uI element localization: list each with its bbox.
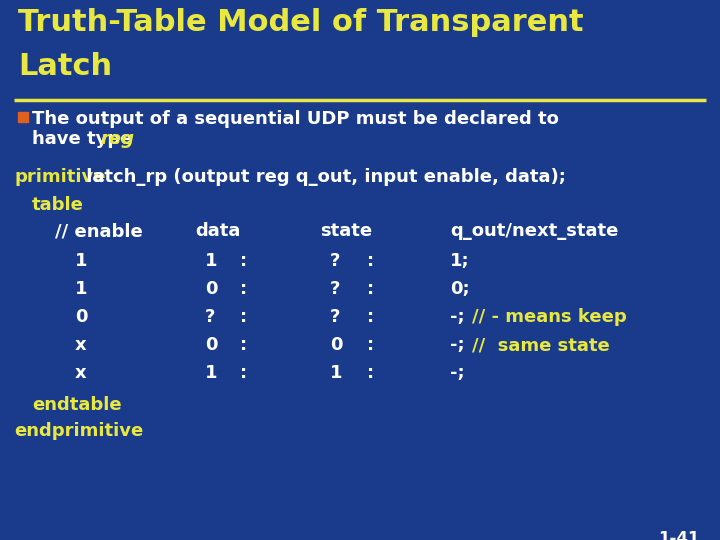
Text: -;: -; xyxy=(450,308,471,326)
Text: :: : xyxy=(240,364,247,382)
Text: q_out/next_state: q_out/next_state xyxy=(450,222,618,240)
Text: ?: ? xyxy=(330,252,341,270)
Text: 1: 1 xyxy=(205,252,217,270)
Text: 0: 0 xyxy=(330,336,343,354)
Text: // - means keep: // - means keep xyxy=(472,308,626,326)
Bar xyxy=(18,112,28,122)
Text: :: : xyxy=(367,308,374,326)
Text: :: : xyxy=(240,252,247,270)
Text: :: : xyxy=(367,280,374,298)
Text: Truth-Table Model of Transparent: Truth-Table Model of Transparent xyxy=(18,8,584,37)
Text: endtable: endtable xyxy=(32,396,122,414)
Text: 1: 1 xyxy=(75,280,88,298)
Text: x: x xyxy=(75,364,86,382)
Text: The output of a sequential UDP must be declared to: The output of a sequential UDP must be d… xyxy=(32,110,559,128)
Text: table: table xyxy=(32,196,84,214)
Text: x: x xyxy=(75,336,86,354)
Text: 0: 0 xyxy=(75,308,88,326)
Text: data: data xyxy=(195,222,240,240)
Text: :: : xyxy=(367,364,374,382)
Text: // enable: // enable xyxy=(55,222,143,240)
Text: have type: have type xyxy=(32,130,139,148)
Text: 1: 1 xyxy=(75,252,88,270)
Text: endprimitive: endprimitive xyxy=(14,422,143,440)
Text: :: : xyxy=(367,336,374,354)
Text: primitive: primitive xyxy=(14,168,106,186)
Text: ?: ? xyxy=(330,280,341,298)
Text: ?: ? xyxy=(205,308,215,326)
Text: reg: reg xyxy=(100,130,134,148)
Text: 1: 1 xyxy=(205,364,217,382)
Text: //  same state: // same state xyxy=(472,336,609,354)
Text: 0: 0 xyxy=(205,336,217,354)
Text: -;: -; xyxy=(450,364,464,382)
Text: 0: 0 xyxy=(205,280,217,298)
Text: latch_rp (output reg q_out, input enable, data);: latch_rp (output reg q_out, input enable… xyxy=(80,168,566,186)
Text: 1-41: 1-41 xyxy=(659,530,700,540)
Text: -;: -; xyxy=(450,336,471,354)
Text: state: state xyxy=(320,222,372,240)
Text: 1;: 1; xyxy=(450,252,469,270)
Text: :: : xyxy=(367,252,374,270)
Text: :: : xyxy=(240,336,247,354)
Text: 1: 1 xyxy=(330,364,343,382)
Text: 0;: 0; xyxy=(450,280,469,298)
Text: :: : xyxy=(240,308,247,326)
Text: :: : xyxy=(240,280,247,298)
Text: ?: ? xyxy=(330,308,341,326)
Text: Latch: Latch xyxy=(18,52,112,81)
